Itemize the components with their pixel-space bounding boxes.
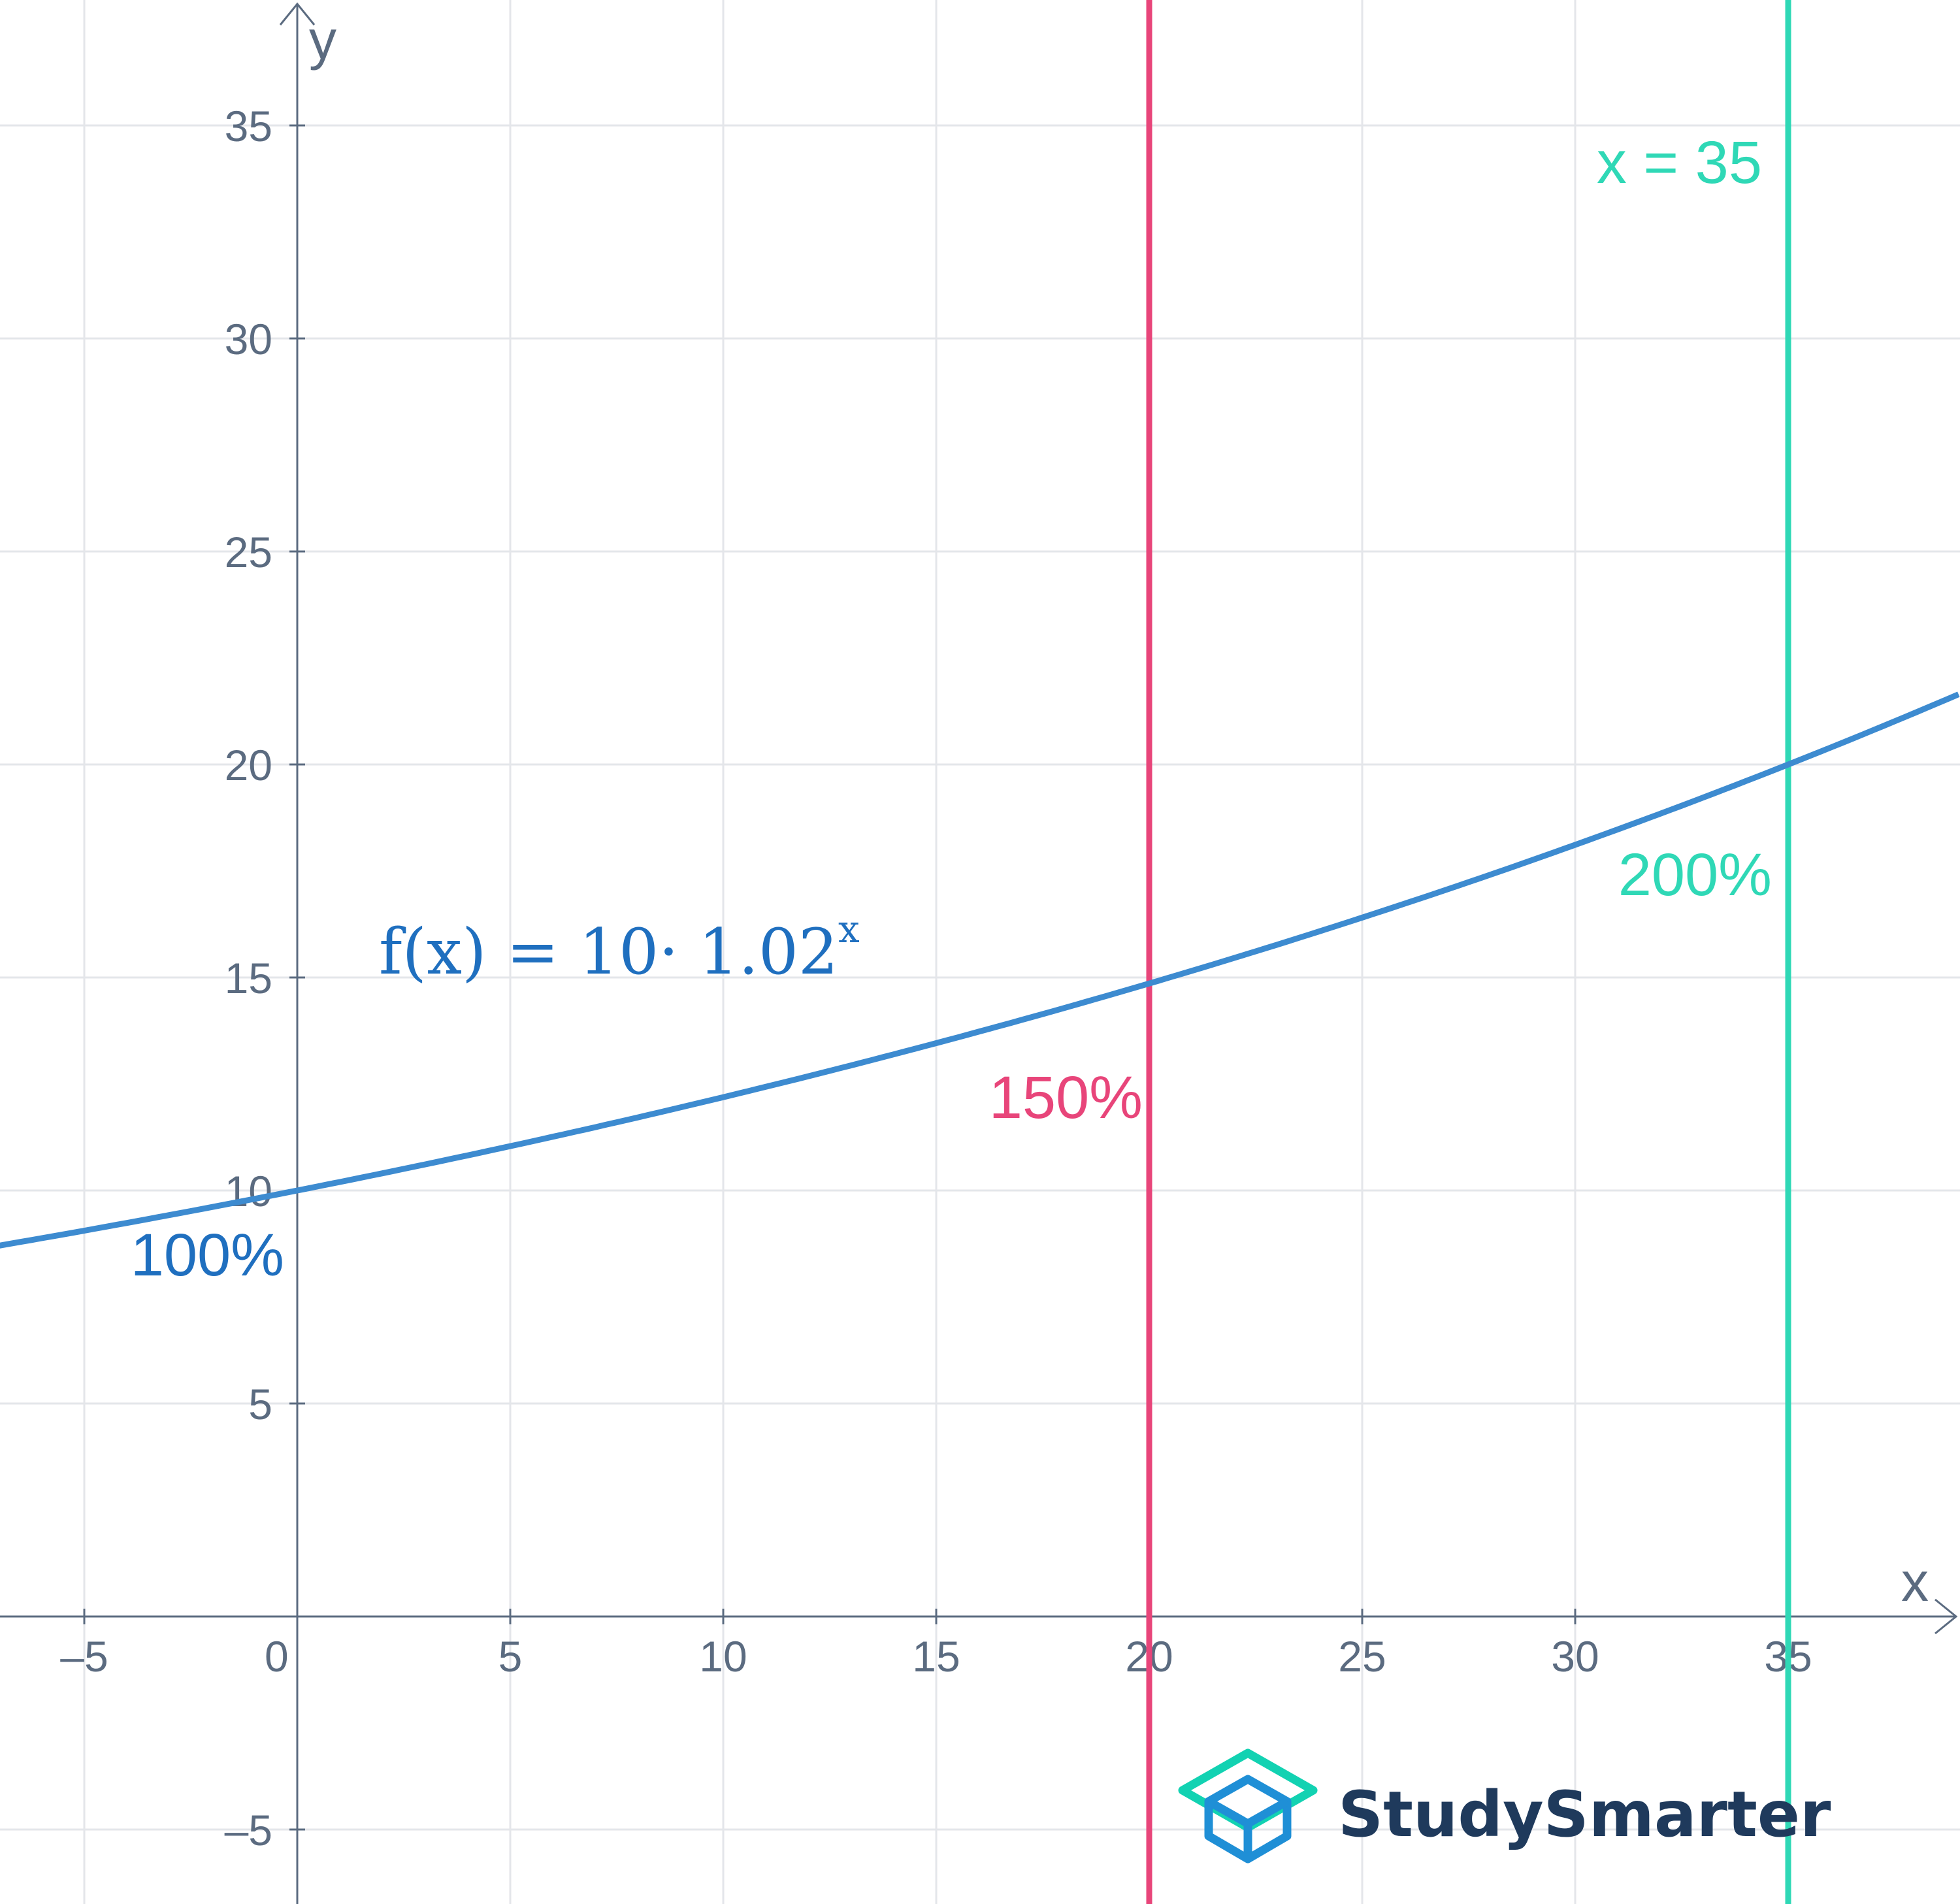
x-axis-arrow	[1935, 1598, 1958, 1635]
brand-name: StudySmarter	[1338, 1778, 1831, 1851]
x-axis-label: x	[1901, 1551, 1929, 1613]
x-tick-label: 5	[498, 1632, 523, 1681]
y-tick-label: 25	[225, 528, 272, 576]
y-tick-label: 30	[225, 315, 272, 363]
x-tick-label: 30	[1551, 1632, 1599, 1681]
x-tick-label: 25	[1338, 1632, 1386, 1681]
x-tick-label: 0	[265, 1632, 289, 1681]
y-tick-label: 5	[248, 1380, 272, 1428]
y-tick-label: 10	[225, 1167, 272, 1215]
annotations: f(x) = 10· 1.02x 100% 150% 200%	[131, 842, 1772, 1288]
studysmarter-logo: StudySmarter	[1178, 1748, 1831, 1863]
annotation-150-percent: 150%	[989, 1064, 1143, 1131]
y-tick-label: 20	[225, 741, 272, 789]
y-tick-label: –5	[225, 1806, 272, 1854]
x-tick-label: 10	[699, 1632, 747, 1681]
annotation-100-percent: 100%	[131, 1222, 284, 1288]
y-axis-arrow	[279, 2, 316, 25]
vertical-lines: x = 35	[1146, 0, 1791, 1904]
y-axis-label: y	[309, 9, 336, 71]
function-label: f(x) = 10· 1.02x	[379, 907, 860, 989]
annotation-200-percent: 200%	[1618, 842, 1772, 908]
series-line-f	[0, 691, 1960, 1249]
y-tick-label: 35	[225, 102, 272, 150]
vertical-line-label: x = 35	[1597, 129, 1762, 196]
x-tick-label: –5	[60, 1632, 108, 1681]
graduation-cap-cube-icon	[1178, 1748, 1318, 1863]
x-tick-label: 15	[912, 1632, 960, 1681]
y-tick-label: 15	[225, 954, 272, 1002]
